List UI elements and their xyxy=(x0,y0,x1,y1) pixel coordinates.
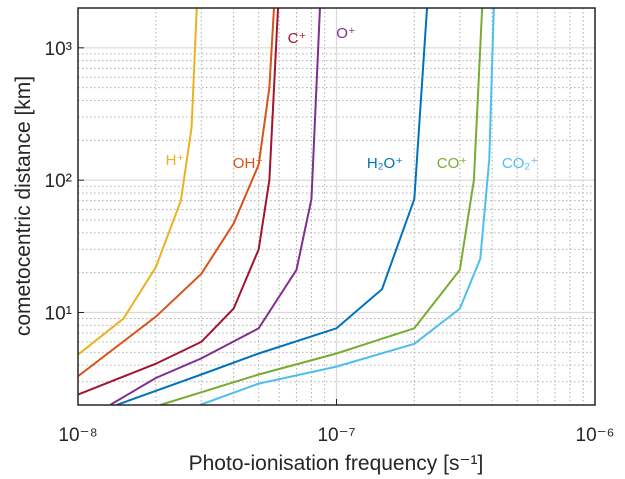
series-line xyxy=(159,8,484,405)
series-line xyxy=(78,8,198,356)
y-tick-label: 10³ xyxy=(45,39,72,60)
x-tick-label: 10⁻⁸ xyxy=(58,425,97,446)
series-label: C⁺ xyxy=(288,30,307,47)
x-tick-label: 10⁻⁷ xyxy=(317,425,355,446)
series-label: CO⁺ xyxy=(437,155,467,172)
series-line xyxy=(116,8,429,405)
grid xyxy=(77,8,596,405)
series-label: H₂O⁺ xyxy=(367,155,403,172)
series-line xyxy=(109,8,321,405)
series-label: O⁺ xyxy=(336,25,356,42)
y-tick-label: 10² xyxy=(45,171,72,192)
series-line xyxy=(78,8,275,378)
plot-area xyxy=(78,8,495,405)
y-tick-label: 10¹ xyxy=(45,304,72,325)
series-label: H⁺ xyxy=(166,152,185,169)
series-label: OH⁺ xyxy=(233,155,263,172)
x-tick-label: 10⁻⁶ xyxy=(576,425,615,446)
series-line xyxy=(78,8,280,396)
x-axis-label: Photo-ionisation frequency [s⁻¹] xyxy=(189,452,484,475)
series-line xyxy=(199,8,495,405)
series-label: CO₂⁺ xyxy=(502,155,538,172)
y-axis-label: cometocentric distance [km] xyxy=(12,76,35,336)
